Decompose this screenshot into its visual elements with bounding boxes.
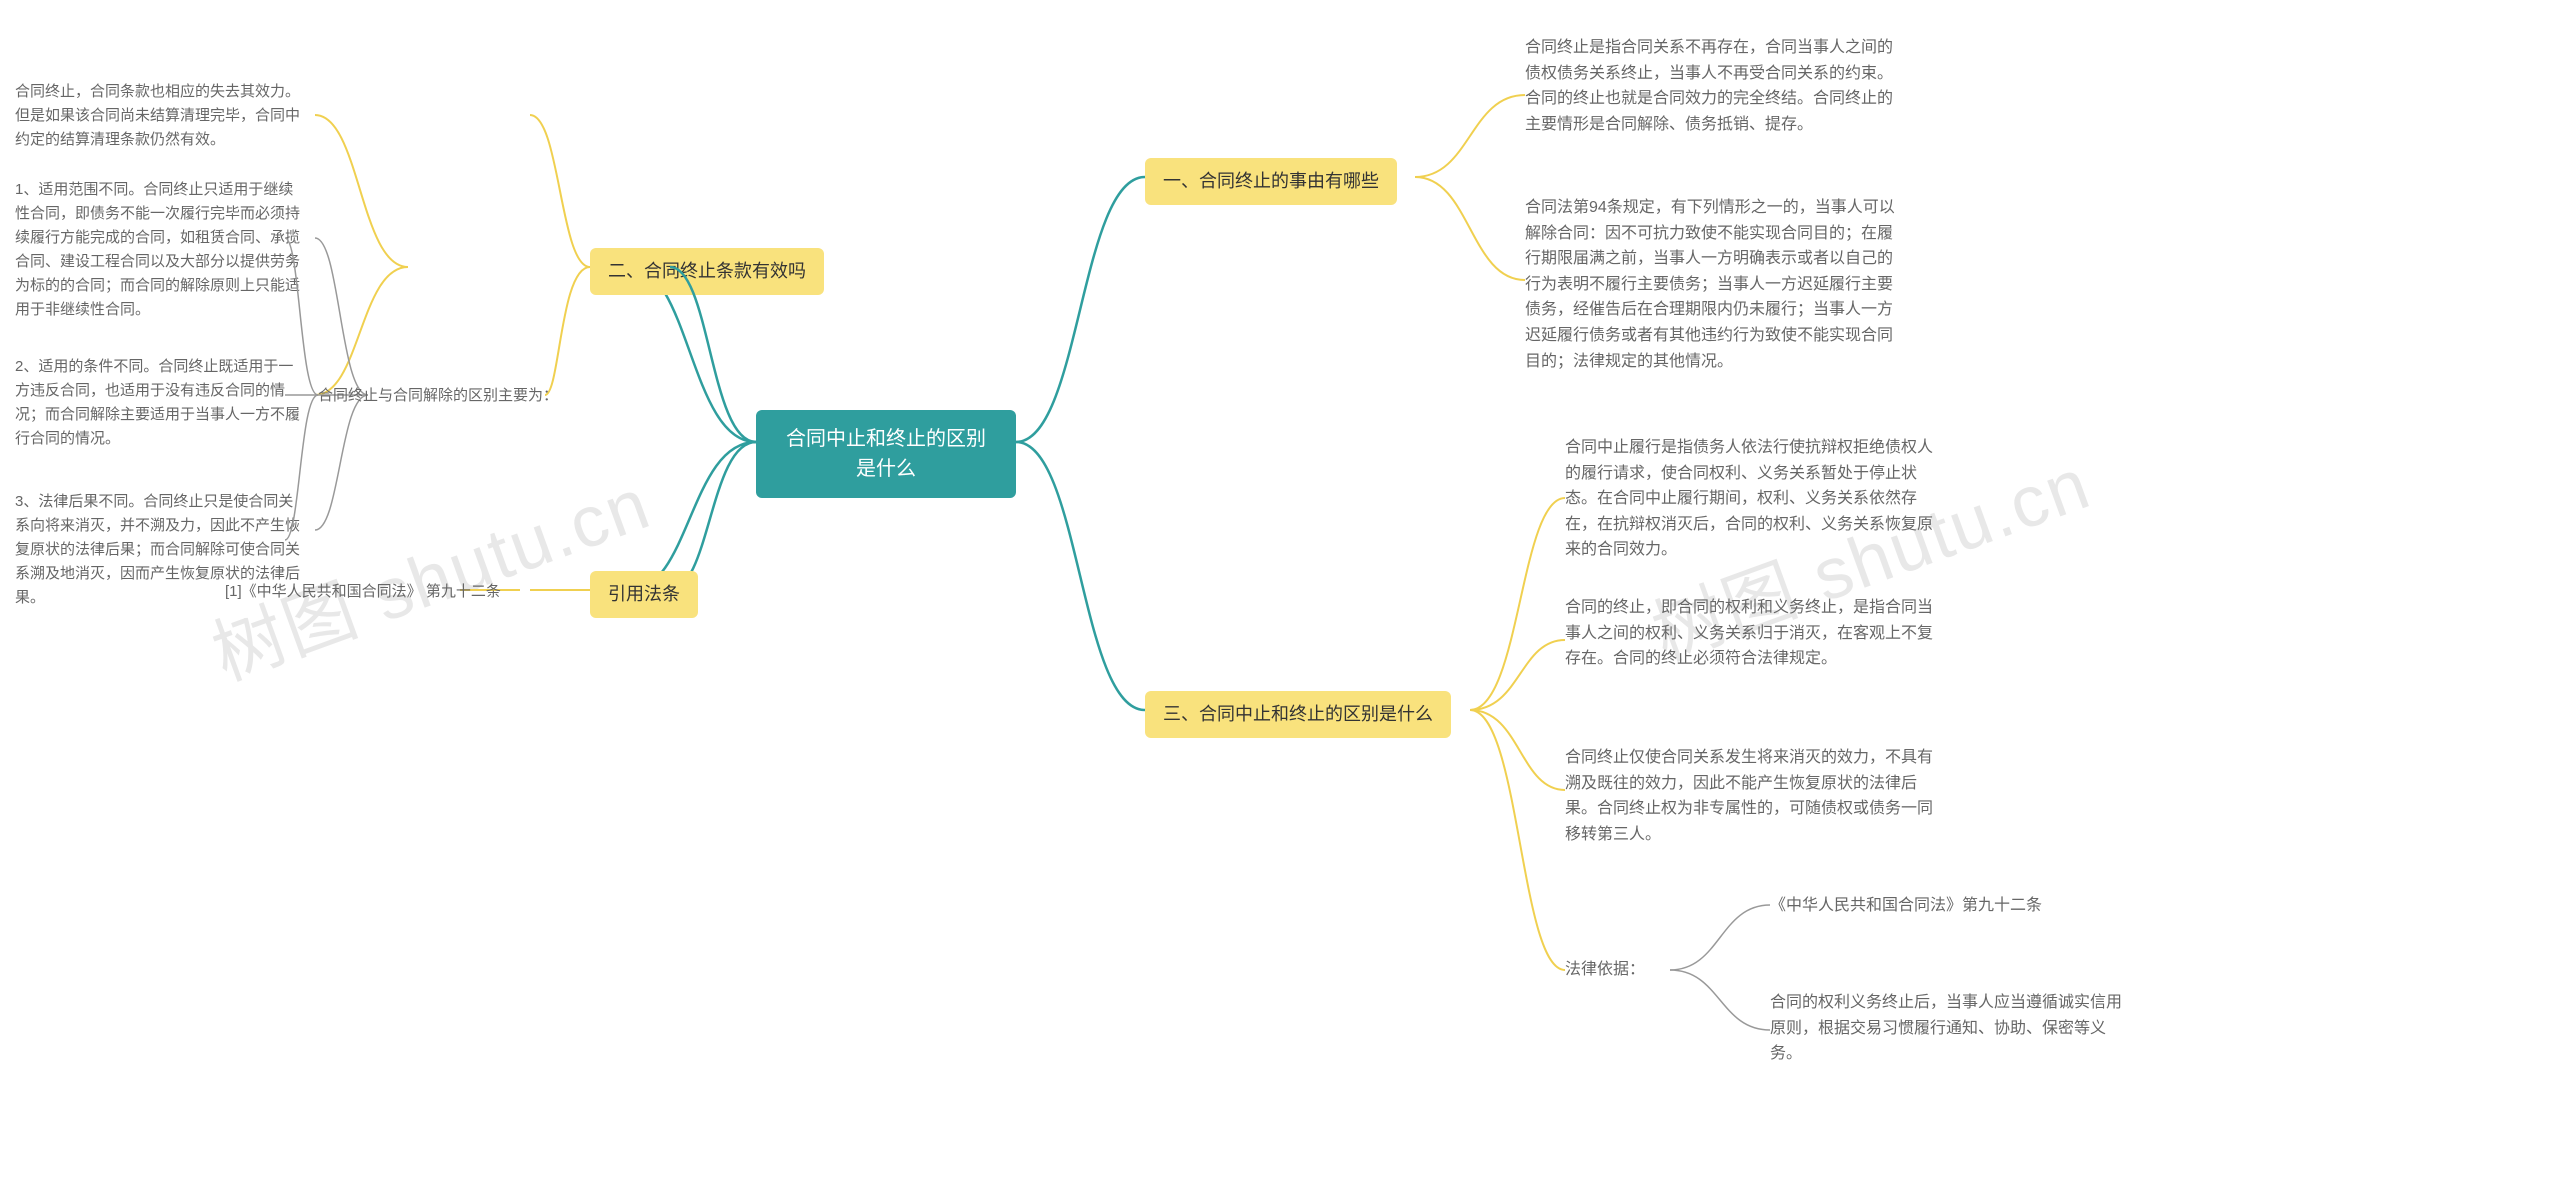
branch-3-leaf-1: 合同中止履行是指债务人依法行使抗辩权拒绝债权人的履行请求，使合同权利、义务关系暂… <box>1565 435 1935 563</box>
branch-2-leaf-1: 合同终止，合同条款也相应的失去其效力。但是如果该合同尚未结算清理完毕，合同中约定… <box>15 80 305 152</box>
branch-1-leaf-2: 合同法第94条规定，有下列情形之一的，当事人可以解除合同：因不可抗力致使不能实现… <box>1525 195 1895 374</box>
branch-3-sub-leaf-1: 《中华人民共和国合同法》第九十二条 <box>1770 893 2042 919</box>
branch-2-sub-leaf-2: 2、适用的条件不同。合同终止既适用于一方违反合同，也适用于没有违反合同的情况；而… <box>15 355 305 451</box>
branch-2-sub-label: 合同终止与合同解除的区别主要为： <box>318 385 558 408</box>
branch-3-leaf-3: 合同终止仅使合同关系发生将来消灭的效力，不具有溯及既往的效力，因此不能产生恢复原… <box>1565 745 1935 847</box>
branch-3-sub-label: 法律依据： <box>1565 958 1645 982</box>
branch-3-leaf-2: 合同的终止，即合同的权利和义务终止，是指合同当事人之间的权利、义务关系归于消灭，… <box>1565 595 1935 672</box>
branch-3: 三、合同中止和终止的区别是什么 <box>1145 691 1451 738</box>
branch-2-sub-leaf-1: 1、适用范围不同。合同终止只适用于继续性合同，即债务不能一次履行完毕而必须持续履… <box>15 178 305 322</box>
root-node: 合同中止和终止的区别是什么 <box>756 410 1016 498</box>
branch-1-leaf-1: 合同终止是指合同关系不再存在，合同当事人之间的债权债务关系终止，当事人不再受合同… <box>1525 35 1895 137</box>
branch-1: 一、合同终止的事由有哪些 <box>1145 158 1397 205</box>
branch-2: 二、合同终止条款有效吗 <box>590 248 824 295</box>
branch-4-leaf-1: [1]《中华人民共和国合同法》 第九十二条 <box>225 580 501 604</box>
branch-4: 引用法条 <box>590 571 698 618</box>
branch-3-sub-leaf-2: 合同的权利义务终止后，当事人应当遵循诚实信用原则，根据交易习惯履行通知、协助、保… <box>1770 990 2130 1067</box>
